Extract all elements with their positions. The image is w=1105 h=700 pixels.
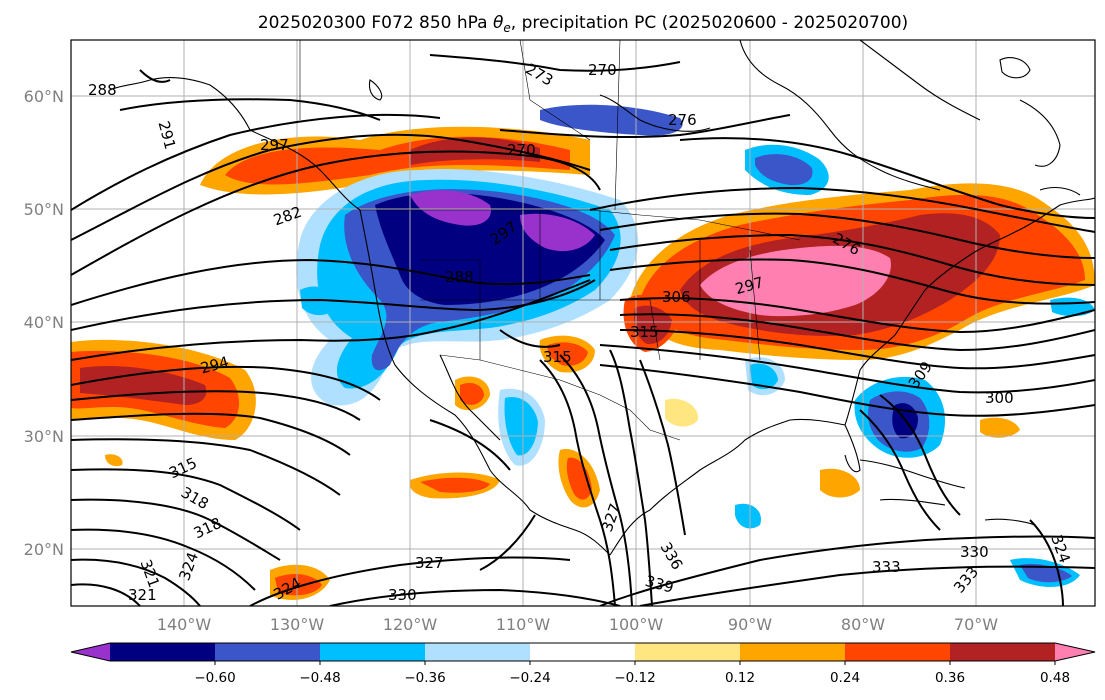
contour-label: 327 bbox=[415, 554, 444, 572]
colorbar-segment bbox=[320, 643, 426, 661]
contour-label: 321 bbox=[128, 586, 157, 604]
contour-label: 288 bbox=[445, 268, 474, 286]
colorbar-tick-label: −0.48 bbox=[299, 670, 340, 686]
lon-label: 90°W bbox=[728, 615, 772, 634]
lon-label: 130°W bbox=[270, 615, 325, 634]
lon-label: 140°W bbox=[157, 615, 212, 634]
contour-label: 330 bbox=[388, 586, 417, 604]
colorbar-tick-label: 0.36 bbox=[935, 670, 965, 686]
contour-label: 333 bbox=[872, 558, 901, 576]
longitude-labels: 140°W 130°W 120°W 110°W 100°W 90°W 80°W … bbox=[157, 615, 998, 634]
lat-label: 20°N bbox=[24, 540, 64, 559]
theta-e-contours bbox=[71, 54, 1095, 606]
contour-label: 315 bbox=[543, 348, 572, 366]
colorbar-segment bbox=[425, 643, 531, 661]
colorbar-extend-high bbox=[1055, 643, 1095, 661]
lat-label: 60°N bbox=[24, 87, 64, 106]
colorbar-extend-low bbox=[71, 643, 110, 661]
contour-label: 270 bbox=[507, 141, 536, 159]
colorbar-segment bbox=[215, 643, 321, 661]
contour-label: 276 bbox=[668, 111, 697, 129]
lat-label: 30°N bbox=[24, 427, 64, 446]
map-frame bbox=[70, 39, 1096, 607]
contour-label: 288 bbox=[88, 81, 117, 99]
colorbar: −0.60 −0.48 −0.36 −0.24 −0.12 0.12 0.24 0.36 0.4… bbox=[70, 642, 1096, 686]
colorbar-tick-label: −0.24 bbox=[509, 670, 550, 686]
contour-label: 330 bbox=[960, 543, 989, 561]
colorbar-tick-label: 0.48 bbox=[1040, 670, 1070, 686]
lon-label: 80°W bbox=[841, 615, 885, 634]
map-area: 288 291 297 273 270 276 270 282 288 297 … bbox=[71, 40, 1095, 606]
colorbar-outline bbox=[70, 642, 1096, 662]
contour-labels: 288 291 297 273 270 276 270 282 288 297 … bbox=[88, 60, 1074, 604]
coastlines bbox=[109, 40, 1095, 556]
colorbar-tick-label: −0.12 bbox=[614, 670, 655, 686]
colorbar-segment bbox=[845, 643, 951, 661]
colorbar-segment bbox=[635, 643, 741, 661]
gridlines bbox=[71, 40, 1095, 606]
lon-label: 110°W bbox=[496, 615, 551, 634]
contour-label: 270 bbox=[588, 61, 617, 79]
colorbar-segment bbox=[950, 643, 1056, 661]
precip-shading bbox=[71, 104, 1095, 600]
contour-label: 315 bbox=[630, 323, 659, 341]
colorbar-tick-label: 0.24 bbox=[830, 670, 860, 686]
colorbar-tick-label: −0.36 bbox=[404, 670, 445, 686]
contour-label: 297 bbox=[260, 136, 289, 154]
lon-label: 120°W bbox=[383, 615, 438, 634]
contour-label: 300 bbox=[985, 389, 1014, 407]
lon-label: 70°W bbox=[954, 615, 998, 634]
lon-label: 100°W bbox=[609, 615, 664, 634]
latitude-labels: 60°N 50°N 40°N 30°N 20°N bbox=[24, 87, 64, 559]
colorbar-segment bbox=[110, 643, 216, 661]
colorbar-tick-label: −0.60 bbox=[194, 670, 235, 686]
colorbar-segment bbox=[530, 643, 636, 661]
lat-label: 50°N bbox=[24, 200, 64, 219]
colorbar-segment bbox=[740, 643, 846, 661]
lat-label: 40°N bbox=[24, 313, 64, 332]
contour-label: 306 bbox=[662, 288, 691, 306]
figure-title: 2025020300 F072 850 hPa θe, precipitatio… bbox=[258, 13, 908, 35]
colorbar-tick-label: 0.12 bbox=[725, 670, 755, 686]
